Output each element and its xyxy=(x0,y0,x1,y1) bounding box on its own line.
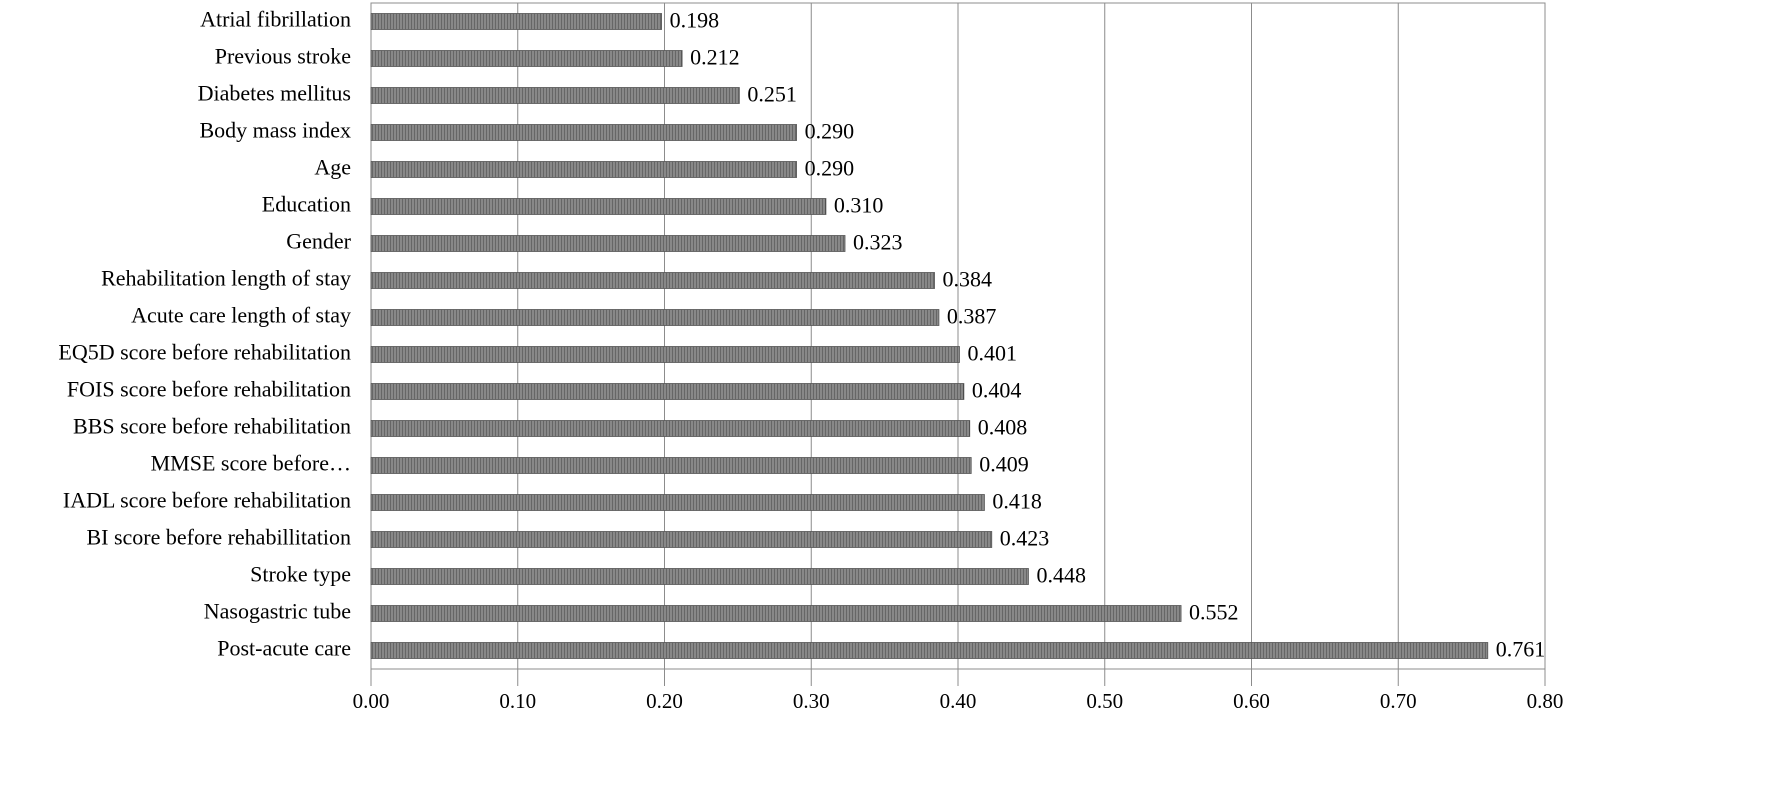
value-label: 0.251 xyxy=(747,82,797,107)
bar xyxy=(370,494,985,511)
value-label: 0.761 xyxy=(1496,637,1546,662)
value-label: 0.323 xyxy=(853,230,903,255)
value-label: 0.409 xyxy=(979,452,1029,477)
bar xyxy=(370,235,846,252)
y-tick-label: BI score before rehabillitation xyxy=(86,525,351,550)
y-tick-label: Previous stroke xyxy=(215,44,351,69)
x-tick-label: 0.80 xyxy=(1527,689,1564,713)
bar xyxy=(370,272,935,289)
value-label: 0.448 xyxy=(1036,563,1086,588)
value-label: 0.552 xyxy=(1189,600,1239,625)
bar xyxy=(370,13,662,30)
bar xyxy=(370,383,965,400)
x-tick-label: 0.30 xyxy=(793,689,830,713)
y-tick-label: FOIS score before rehabilitation xyxy=(67,377,351,402)
y-tick-label: Education xyxy=(262,192,351,217)
y-tick-label: Atrial fibrillation xyxy=(200,7,351,32)
value-label: 0.290 xyxy=(805,156,855,181)
bar xyxy=(370,198,827,215)
y-tick-label: Rehabilitation length of stay xyxy=(101,266,351,291)
bar xyxy=(370,50,683,67)
x-tick-label: 0.40 xyxy=(940,689,977,713)
y-tick-label: BBS score before rehabilitation xyxy=(73,414,351,439)
bar xyxy=(370,457,972,474)
x-tick-label: 0.10 xyxy=(499,689,536,713)
bar xyxy=(370,642,1489,659)
bar xyxy=(370,605,1182,622)
value-label: 0.212 xyxy=(690,45,740,70)
x-tick-label: 0.60 xyxy=(1233,689,1270,713)
value-label: 0.408 xyxy=(978,415,1028,440)
value-label: 0.387 xyxy=(947,304,997,329)
x-tick-label: 0.50 xyxy=(1086,689,1123,713)
plot-frame xyxy=(370,2,1546,670)
value-label: 0.404 xyxy=(972,378,1022,403)
y-tick-label: EQ5D score before rehabilitation xyxy=(58,340,351,365)
y-tick-label: Gender xyxy=(286,229,351,254)
bar xyxy=(370,124,797,141)
bar xyxy=(370,161,797,178)
value-label: 0.418 xyxy=(992,489,1042,514)
bar xyxy=(370,531,993,548)
bar xyxy=(370,87,740,104)
value-label: 0.384 xyxy=(943,267,993,292)
value-label: 0.401 xyxy=(967,341,1017,366)
y-tick-label: Age xyxy=(314,155,351,180)
x-tick-label: 0.20 xyxy=(646,689,683,713)
x-tick-label: 0.70 xyxy=(1380,689,1417,713)
bar xyxy=(370,420,971,437)
y-tick-label: IADL score before rehabilitation xyxy=(63,488,351,513)
y-tick-label: Body mass index xyxy=(199,118,351,143)
bar xyxy=(370,346,960,363)
value-label: 0.423 xyxy=(1000,526,1049,551)
value-label: 0.198 xyxy=(670,8,720,33)
bar xyxy=(370,309,940,326)
y-tick-label: MMSE score before… xyxy=(151,451,351,476)
y-tick-label: Acute care length of stay xyxy=(131,303,351,328)
y-tick-label: Diabetes mellitus xyxy=(198,81,351,106)
y-tick-label: Stroke type xyxy=(250,562,351,587)
value-label: 0.290 xyxy=(805,119,855,144)
y-tick-label: Post-acute care xyxy=(217,636,351,661)
value-label: 0.310 xyxy=(834,193,884,218)
bar xyxy=(370,568,1029,585)
y-tick-label: Nasogastric tube xyxy=(204,599,351,624)
x-tick-label: 0.00 xyxy=(353,689,390,713)
